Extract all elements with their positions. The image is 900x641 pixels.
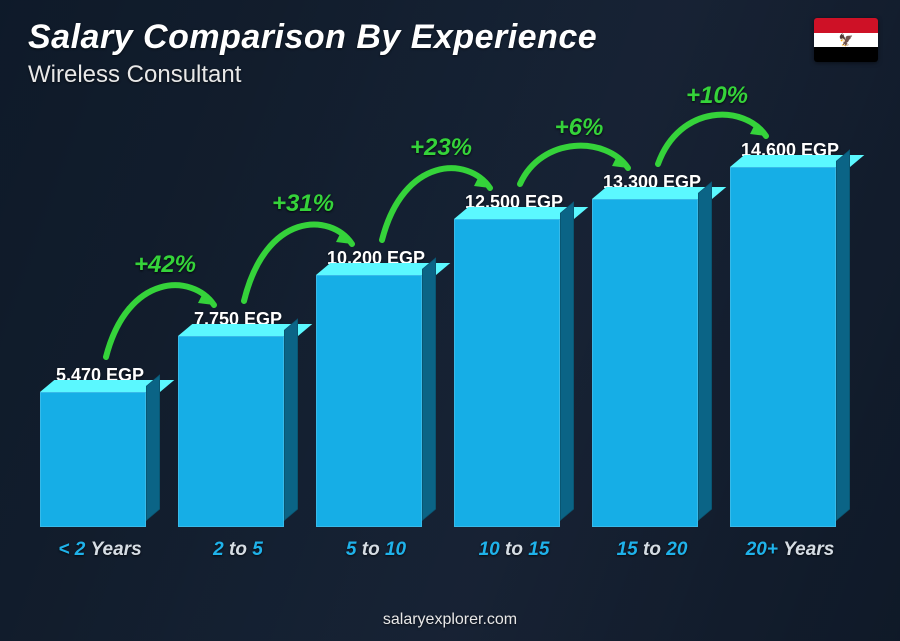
page-title: Salary Comparison By Experience — [28, 18, 597, 57]
infographic-stage: Salary Comparison By Experience Wireless… — [0, 0, 900, 641]
bar-front-face — [40, 392, 146, 527]
title-block: Salary Comparison By Experience Wireless… — [28, 18, 597, 89]
bar — [592, 199, 712, 527]
x-axis-label: < 2 Years — [40, 539, 160, 561]
country-flag-egypt: 🦅 — [814, 18, 878, 62]
bar-side-face — [836, 149, 850, 521]
bar-chart: 5,470 EGP7,750 EGP10,200 EGP12,500 EGP13… — [40, 110, 850, 561]
flag-stripe-bottom — [814, 47, 878, 62]
bar — [40, 392, 160, 527]
x-axis-label: 20+ Years — [730, 539, 850, 561]
bar-front-face — [730, 167, 836, 527]
x-axis-label: 2 to 5 — [178, 539, 298, 561]
x-axis: < 2 Years 2 to 5 5 to 10 10 to 15 15 to 20 20… — [40, 539, 850, 561]
bar-front-face — [592, 199, 698, 527]
bar-side-face — [422, 257, 436, 521]
bar-slot: 12,500 EGP — [454, 192, 574, 527]
bar-front-face — [316, 275, 422, 527]
x-axis-label: 10 to 15 — [454, 539, 574, 561]
page-subtitle: Wireless Consultant — [28, 61, 597, 89]
bar-side-face — [146, 374, 160, 521]
flag-stripe-top — [814, 18, 878, 33]
bar-side-face — [698, 181, 712, 521]
bar-side-face — [560, 201, 574, 521]
bar-front-face — [454, 219, 560, 527]
bar — [316, 275, 436, 527]
bar-side-face — [284, 318, 298, 521]
bar-slot: 13,300 EGP — [592, 172, 712, 527]
bar-front-face — [178, 336, 284, 527]
bar-slot: 7,750 EGP — [178, 309, 298, 527]
bar-slot: 10,200 EGP — [316, 248, 436, 527]
footer-source: salaryexplorer.com — [0, 611, 900, 629]
x-axis-label: 5 to 10 — [316, 539, 436, 561]
bars-container: 5,470 EGP7,750 EGP10,200 EGP12,500 EGP13… — [40, 110, 850, 527]
bar — [730, 167, 850, 527]
bar — [454, 219, 574, 527]
flag-emblem-icon: 🦅 — [839, 33, 854, 47]
jump-percent-label: +10% — [686, 82, 748, 110]
x-axis-label: 15 to 20 — [592, 539, 712, 561]
bar — [178, 336, 298, 527]
bar-slot: 14,600 EGP — [730, 140, 850, 527]
bar-slot: 5,470 EGP — [40, 365, 160, 527]
